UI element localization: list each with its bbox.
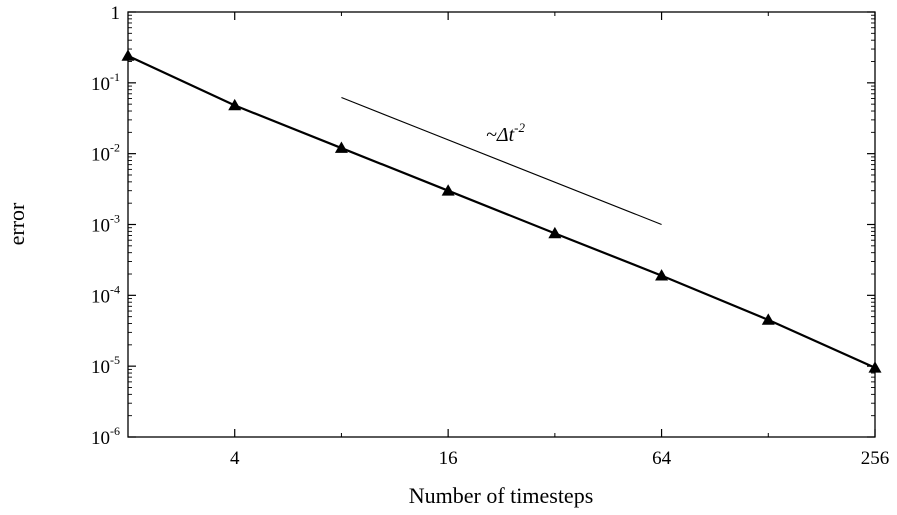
y-axis-title: error [4, 202, 29, 245]
data-point [548, 226, 562, 239]
x-tick-label: 16 [439, 448, 458, 469]
axis-ticks [127, 11, 876, 438]
data-point [334, 141, 348, 153]
y-tick-labels: 1 10-1 10-2 10-3 10-4 10-5 10-6 [91, 3, 120, 449]
reference-slope: ~Δt-2 [341, 97, 662, 226]
y-tick-label: 10-4 [91, 282, 120, 307]
series-line [127, 54, 876, 369]
data-point [121, 49, 135, 61]
x-axis-title: Number of timesteps [409, 483, 594, 508]
data-point [761, 313, 775, 325]
y-tick-label: 10-5 [91, 353, 120, 378]
reference-line [341, 97, 662, 226]
y-tick-label: 10-6 [91, 424, 120, 449]
plot-frame [127, 11, 876, 438]
y-tick-label: 1 [111, 3, 121, 24]
x-tick-label: 4 [230, 448, 240, 469]
x-tick-labels: 4 16 64 256 [230, 448, 889, 469]
series-group [121, 49, 882, 373]
y-tick-label: 10-3 [91, 212, 120, 237]
data-point [228, 98, 242, 111]
x-tick-label: 256 [861, 448, 890, 469]
data-point [441, 184, 455, 196]
data-point [868, 361, 882, 373]
y-tick-label: 10-2 [91, 141, 120, 166]
reference-annotation: ~Δt-2 [486, 120, 525, 146]
y-tick-label: 10-1 [91, 70, 120, 95]
x-tick-label: 64 [652, 448, 672, 469]
data-point [655, 269, 669, 281]
